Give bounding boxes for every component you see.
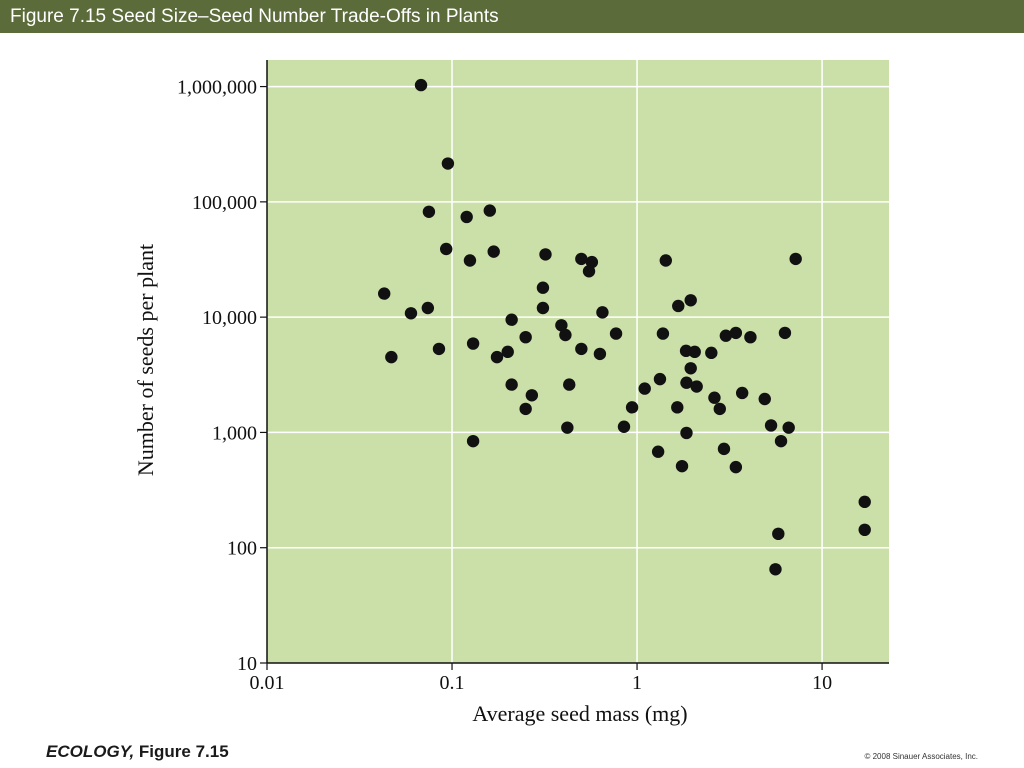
data-point — [690, 380, 703, 393]
data-point — [609, 327, 623, 340]
data-point — [505, 313, 518, 326]
data-point — [555, 319, 568, 332]
data-point — [596, 306, 609, 319]
data-point — [501, 345, 514, 359]
x-tick-label: 0.1 — [440, 672, 465, 694]
data-point — [744, 330, 757, 344]
footer-book-title: ECOLOGY, — [46, 742, 135, 761]
data-point — [774, 434, 788, 448]
data-point — [460, 210, 473, 224]
data-point — [625, 401, 639, 414]
data-point — [575, 252, 588, 266]
y-tick-labels: 10 100 1,000 10,000 100,000 1,000,000 — [177, 77, 267, 675]
x-tick-labels: 0.01 0.1 1 10 — [250, 663, 832, 694]
data-point — [858, 523, 871, 537]
data-point — [563, 378, 576, 391]
data-point — [705, 346, 718, 360]
footer-copyright: © 2008 Sinauer Associates, Inc. — [864, 752, 978, 761]
data-point — [404, 307, 418, 320]
data-point — [487, 245, 500, 258]
data-point — [764, 419, 778, 432]
data-point — [656, 327, 670, 340]
data-point — [708, 391, 721, 404]
title-bar: Figure 7.15 Seed Size–Seed Number Trade-… — [0, 0, 1024, 33]
data-point — [432, 342, 446, 356]
data-point — [653, 372, 667, 386]
data-point — [782, 421, 795, 434]
data-point — [519, 402, 532, 416]
data-point — [659, 254, 672, 267]
data-point — [466, 434, 480, 448]
y-tick-label: 10,000 — [202, 307, 257, 329]
data-point — [385, 350, 398, 364]
data-point — [638, 382, 651, 395]
data-point — [729, 326, 743, 340]
data-point — [483, 204, 496, 217]
data-point — [684, 362, 697, 375]
data-point — [672, 299, 685, 313]
data-point — [688, 345, 701, 359]
data-point — [713, 402, 726, 416]
data-point — [735, 386, 749, 400]
y-tick-label: 1,000,000 — [177, 77, 257, 99]
data-point — [536, 301, 550, 315]
data-point — [684, 294, 697, 307]
data-point — [719, 329, 733, 342]
data-point — [490, 350, 504, 364]
data-point — [519, 330, 532, 344]
plot-area — [267, 60, 889, 663]
data-point — [680, 426, 693, 440]
data-point — [414, 78, 428, 92]
data-point — [575, 342, 588, 356]
data-point — [789, 252, 802, 266]
data-point — [536, 281, 550, 294]
data-points — [378, 78, 871, 576]
data-point — [463, 254, 477, 267]
data-point — [769, 563, 782, 576]
data-point — [378, 287, 391, 300]
y-axis-label: Number of seeds per plant — [133, 244, 158, 476]
data-point — [729, 460, 743, 474]
data-point — [717, 442, 731, 456]
data-point — [651, 445, 665, 458]
grid-lines — [267, 60, 889, 663]
x-axis-label: Average seed mass (mg) — [472, 701, 687, 726]
data-point — [561, 421, 574, 434]
data-point — [439, 242, 453, 256]
footer-book-credit: ECOLOGY, Figure 7.15 — [46, 742, 229, 762]
data-point — [559, 328, 572, 342]
y-tick-label: 10 — [237, 653, 257, 675]
data-point — [593, 347, 607, 361]
y-tick-label: 1,000 — [212, 422, 257, 444]
data-point — [421, 301, 435, 315]
data-point — [675, 459, 689, 473]
data-point — [772, 527, 785, 541]
slide-title: Figure 7.15 Seed Size–Seed Number Trade-… — [10, 6, 499, 27]
x-tick-label: 10 — [812, 672, 832, 694]
data-point — [525, 389, 539, 402]
x-tick-label: 1 — [632, 672, 642, 694]
y-tick-label: 100 — [227, 538, 257, 560]
footer-figure-number: Figure 7.15 — [138, 742, 229, 761]
data-point — [778, 326, 792, 340]
data-point — [858, 495, 871, 509]
data-point — [505, 378, 518, 391]
data-point — [422, 205, 436, 218]
data-point — [539, 248, 552, 261]
axes — [266, 60, 889, 664]
data-point — [680, 376, 693, 389]
data-point — [466, 337, 480, 350]
data-point — [582, 265, 596, 278]
y-tick-label: 100,000 — [192, 192, 257, 214]
data-point — [671, 401, 684, 414]
data-point — [617, 420, 631, 433]
data-point — [441, 157, 455, 170]
x-tick-label: 0.01 — [250, 672, 285, 694]
data-point — [758, 392, 771, 406]
